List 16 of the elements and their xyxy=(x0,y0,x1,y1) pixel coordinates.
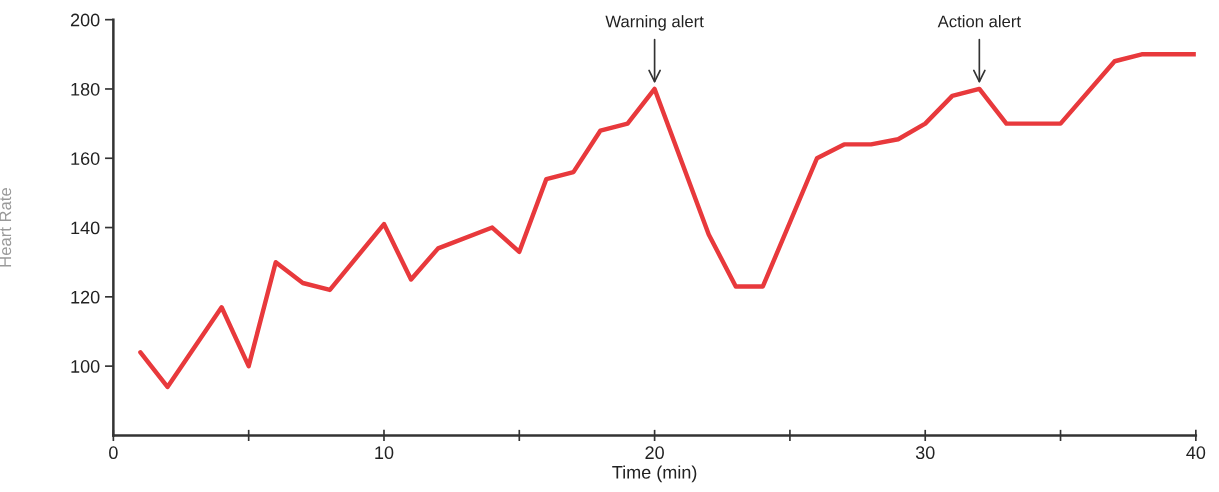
x-tick-label: 30 xyxy=(915,446,935,460)
y-tick-label: 120 xyxy=(71,290,100,304)
y-tick-label: 200 xyxy=(70,13,100,27)
line-series xyxy=(138,52,1196,390)
y-tick-label: 180 xyxy=(71,82,100,96)
y-tick-label: 160 xyxy=(71,152,100,165)
y-tick-label: 140 xyxy=(71,221,100,235)
y-axis-title: Heart Rate xyxy=(0,187,12,267)
y-tick-label: 100 xyxy=(71,360,100,373)
x-tick-label: 20 xyxy=(645,446,664,460)
x-tick-label: 10 xyxy=(375,446,394,460)
x-tick-label: 40 xyxy=(1186,446,1206,460)
x-tick-label: 0 xyxy=(109,446,118,460)
annotation: Action alert xyxy=(937,15,1021,28)
x-axis-title: Time (min) xyxy=(612,465,697,483)
annotation: Warning alert xyxy=(605,15,704,31)
